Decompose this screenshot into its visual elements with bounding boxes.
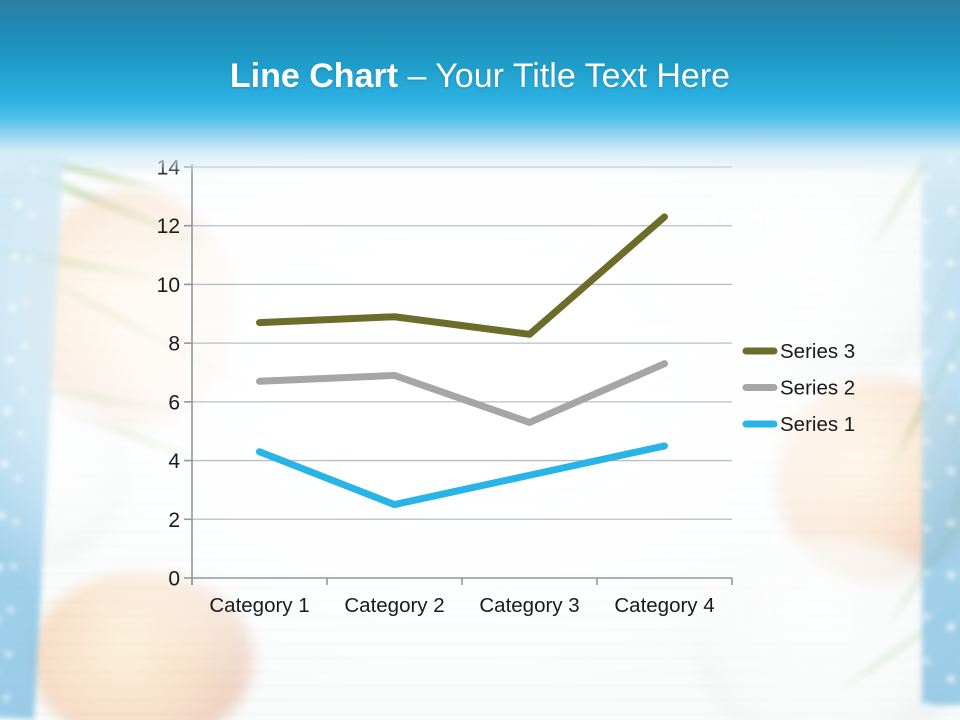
y-tick-label: 6 — [168, 391, 180, 414]
series-line-series-3 — [256, 213, 668, 338]
series-line-series-2 — [256, 360, 668, 426]
title-regular-part: Your Title Text Here — [435, 57, 731, 95]
x-category-label: Category 1 — [209, 594, 309, 617]
page-title: Line Chart – Your Title Text Here — [0, 54, 960, 98]
title-separator: – — [407, 57, 427, 95]
x-category-label: Category 3 — [479, 594, 579, 617]
title-bold-part: Line Chart — [229, 57, 399, 95]
series-line-series-1 — [256, 442, 668, 509]
y-tick-label: 12 — [157, 215, 180, 238]
y-tick-label: 0 — [168, 568, 180, 591]
legend-label: Series 1 — [780, 413, 855, 436]
y-tick-label: 2 — [168, 509, 180, 532]
y-tick-label: 4 — [168, 450, 180, 473]
x-category-label: Category 2 — [344, 594, 444, 617]
title-band — [0, 0, 960, 176]
legend-label: Series 2 — [780, 377, 855, 400]
y-tick-label: 8 — [168, 333, 180, 356]
legend-label: Series 3 — [780, 340, 855, 363]
x-category-label: Category 4 — [614, 594, 714, 617]
y-tick-label: 10 — [157, 274, 180, 297]
